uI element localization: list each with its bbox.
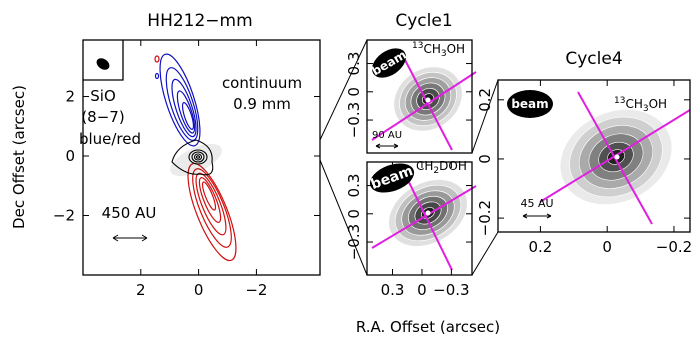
main: CH	[416, 159, 433, 173]
x-tick-label: 0.2	[528, 238, 552, 256]
panel: HH212−mm SiO (8−7) blue/	[79, 11, 302, 262]
frame	[82, 39, 321, 276]
rest: OH	[447, 42, 465, 56]
x-axis-label: R.A. Offset (arcsec)	[356, 318, 500, 336]
x-tick-label: 0	[417, 281, 427, 299]
annotation: SiO	[90, 87, 116, 105]
y-tick-label: 2	[65, 88, 75, 106]
molecule: 13CH3OH	[614, 96, 667, 114]
scale-label: 45 AU	[520, 197, 553, 210]
y-tick-label: −0.2	[476, 200, 494, 236]
sup: 13	[614, 96, 625, 106]
panel-title: Cycle4	[565, 49, 622, 69]
y-tick-label: 0	[345, 209, 363, 219]
x-tick-label: −2	[245, 281, 267, 299]
emission-map: beam beam beam 13CH3OH CH2DOH 13CH3OH 90…	[369, 41, 691, 271]
peak	[614, 154, 620, 160]
sub: 2	[433, 166, 439, 176]
annotation: (8−7)	[81, 108, 124, 126]
frame	[366, 39, 473, 154]
main: CH	[625, 97, 642, 111]
y-tick-label: 0	[476, 154, 494, 164]
rest: DOH	[439, 159, 467, 173]
x-tick-label: 0	[602, 238, 612, 256]
y-tick-label: −0.3	[345, 102, 363, 138]
scale-bar	[522, 213, 552, 219]
axis-cross	[371, 171, 477, 271]
sub: 3	[643, 104, 649, 114]
panel-title: HH212−mm	[147, 11, 252, 31]
sup: 13	[412, 41, 423, 51]
molecule: 13CH3OH	[412, 41, 465, 59]
frame	[497, 79, 691, 233]
y-tick-label: −0.3	[345, 224, 363, 260]
continuum	[171, 139, 214, 176]
x-tick-label: −0.2	[656, 238, 692, 256]
y-tick-label: 0.3	[345, 52, 363, 76]
panel-title: Cycle1	[395, 11, 452, 31]
beam-label: beam	[511, 97, 548, 111]
x-tick-label: 0.3	[381, 281, 405, 299]
x-tick-label: 0	[194, 281, 204, 299]
y-tick-label: 0	[65, 147, 75, 165]
x-tick-label: 2	[136, 281, 146, 299]
main: CH	[423, 42, 440, 56]
connector	[319, 39, 499, 276]
beam	[507, 90, 553, 118]
blue-lobe	[154, 53, 201, 147]
y-tick-label: 0.3	[345, 174, 363, 198]
y-tick-label: −2	[53, 207, 75, 225]
annotation: blue/red	[79, 130, 141, 148]
scale-bar	[375, 143, 399, 149]
y-axis-label: Dec Offset (arcsec)	[10, 85, 28, 229]
x-tick-label: −0.3	[433, 281, 469, 299]
y-tick-label: 0.2	[476, 88, 494, 112]
annotation: 0.9 mm	[233, 95, 291, 113]
red-lobe	[154, 55, 237, 262]
beam-box	[83, 40, 124, 81]
beam	[96, 58, 110, 70]
peak	[425, 210, 431, 216]
beam	[369, 163, 415, 193]
peak	[425, 97, 431, 103]
scale-bar	[112, 234, 148, 242]
scale-label: 450 AU	[102, 204, 157, 222]
rest: OH	[649, 97, 667, 111]
y-tick-label: 0	[345, 87, 363, 97]
scale-label: 90 AU	[372, 130, 402, 141]
axis-cross	[371, 57, 477, 151]
beam	[371, 48, 407, 78]
frame	[366, 161, 473, 276]
annotation: continuum	[222, 74, 302, 92]
sub: 3	[441, 49, 447, 59]
